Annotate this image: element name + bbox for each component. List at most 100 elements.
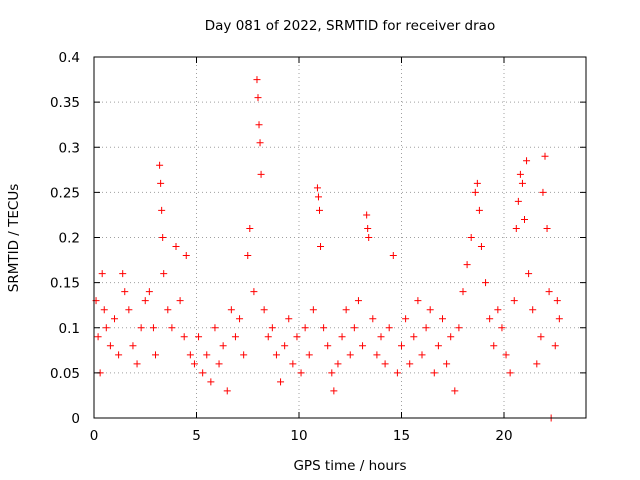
data-point (211, 324, 219, 332)
data-point (129, 342, 137, 350)
data-point (141, 297, 149, 305)
data-point (398, 342, 405, 350)
data-point (253, 76, 261, 84)
data-point (313, 184, 321, 192)
data-point (430, 369, 438, 377)
data-point (156, 161, 164, 169)
data-points (92, 76, 563, 422)
data-point (160, 270, 168, 278)
data-point (172, 243, 180, 251)
data-point (149, 324, 157, 332)
data-point (281, 342, 289, 350)
data-point (115, 351, 123, 359)
data-point (246, 224, 254, 232)
y-tick-label: 0.1 (59, 321, 80, 337)
data-point (293, 333, 301, 341)
data-point (297, 369, 305, 377)
data-point (451, 387, 459, 395)
data-point (523, 157, 531, 165)
data-point (207, 378, 215, 386)
data-point (359, 342, 367, 350)
data-point (330, 387, 338, 395)
data-point (250, 288, 258, 296)
data-point (545, 288, 553, 296)
data-point (467, 234, 475, 241)
y-tick-label: 0 (71, 411, 80, 427)
data-point (164, 306, 172, 314)
data-point (215, 360, 223, 368)
data-point (227, 306, 235, 314)
chart-title: Day 081 of 2022, SRMTID for receiver dra… (205, 18, 495, 34)
data-point (434, 342, 442, 350)
data-point (121, 288, 129, 296)
data-point (389, 252, 397, 260)
data-point (381, 360, 389, 368)
data-point (402, 315, 410, 323)
data-point (514, 197, 522, 205)
data-point (119, 270, 127, 278)
data-point (236, 315, 244, 323)
data-point (199, 369, 207, 377)
y-tick-label: 0.05 (50, 366, 80, 382)
data-point (244, 252, 252, 260)
y-axis-label: SRMTID / TECUs (6, 184, 22, 292)
data-point (377, 333, 385, 341)
data-point (354, 297, 362, 305)
data-point (158, 206, 166, 214)
data-point (314, 193, 322, 201)
data-point (551, 342, 559, 350)
data-point (393, 369, 401, 377)
data-point (553, 297, 561, 305)
data-point (490, 342, 498, 350)
data-point (157, 179, 165, 187)
data-point (364, 224, 372, 232)
data-point (111, 315, 118, 323)
data-point (555, 315, 563, 323)
data-point (455, 324, 463, 332)
data-point (289, 360, 297, 368)
data-point (100, 306, 108, 314)
data-point (334, 360, 342, 368)
data-point (473, 179, 481, 187)
data-point (320, 324, 328, 332)
data-point (410, 333, 418, 341)
x-tick-label: 0 (90, 428, 99, 444)
data-point (102, 324, 110, 332)
data-point (543, 224, 551, 232)
data-point (324, 342, 332, 350)
data-point (317, 243, 325, 251)
data-point (541, 152, 549, 160)
data-point (459, 288, 467, 296)
data-point (529, 306, 537, 314)
data-point (406, 360, 414, 368)
tick-labels: 0 5 10 15 20 0 0.05 0.1 0.15 0.2 0.25 0.3 0.35 0.4 (50, 50, 513, 444)
data-point (502, 351, 510, 359)
plot-frame (93, 56, 587, 419)
data-point (203, 351, 211, 359)
data-point (152, 351, 159, 359)
data-point (414, 297, 422, 305)
data-point (521, 215, 528, 223)
data-point (159, 234, 167, 241)
data-point (512, 224, 520, 232)
data-point (525, 270, 533, 278)
data-point (510, 297, 518, 305)
data-point (133, 360, 141, 368)
x-tick-label: 15 (393, 428, 410, 444)
y-tick-label: 0.4 (59, 50, 80, 66)
data-point (338, 333, 346, 341)
data-point (257, 170, 265, 178)
data-point (342, 306, 350, 314)
data-point (186, 351, 194, 359)
x-tick-label: 10 (290, 428, 307, 444)
data-point (346, 351, 354, 359)
data-point (350, 324, 358, 332)
data-point (369, 315, 377, 323)
data-point (422, 324, 430, 332)
data-point (145, 288, 153, 296)
data-point (463, 261, 471, 269)
data-point (447, 333, 455, 341)
data-point (137, 324, 145, 332)
grid-lines (94, 57, 586, 418)
